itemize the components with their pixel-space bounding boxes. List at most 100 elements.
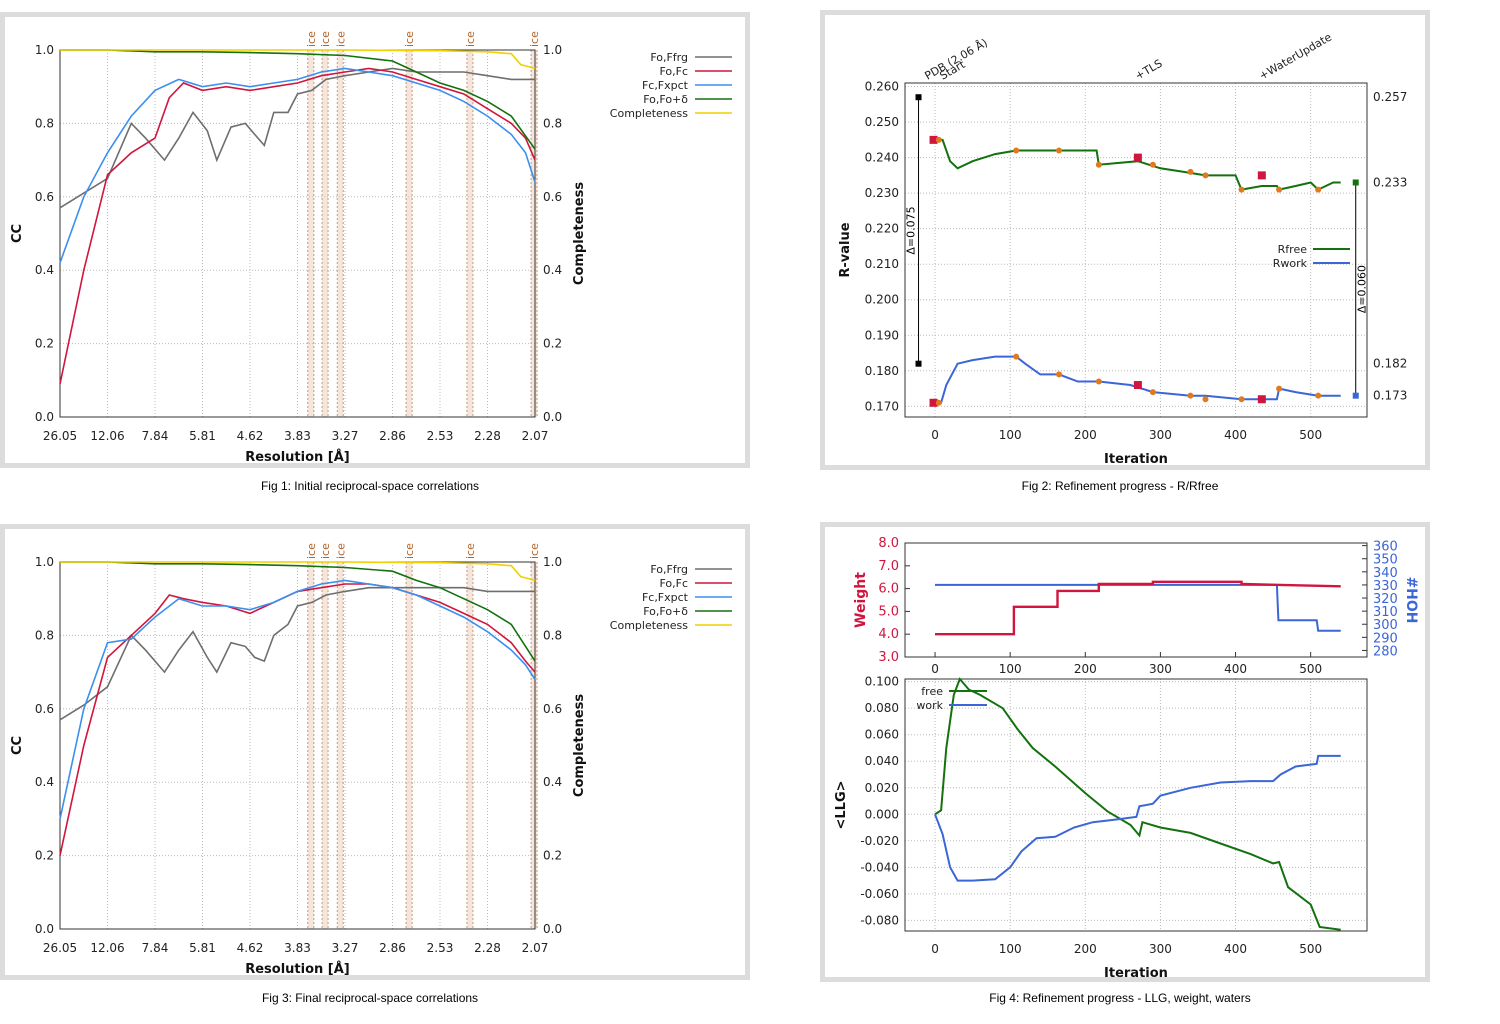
ice-band	[307, 562, 314, 929]
legend-label: Rfree	[1278, 243, 1308, 256]
x-tick-label: 400	[1224, 428, 1247, 442]
orange-dot-marker	[1238, 186, 1245, 193]
x-tick-label: 400	[1224, 942, 1247, 956]
series-line-grey	[59, 67, 535, 209]
hoh-tick-label: 350	[1373, 553, 1398, 568]
y-tick-label: 0.260	[865, 80, 899, 94]
hoh-tick-label: 300	[1373, 618, 1398, 633]
end-blue-marker	[1352, 392, 1359, 399]
x-tick-label: 12.06	[90, 941, 124, 955]
y-tick-label: 0.2	[35, 849, 54, 863]
y-tick-label: -0.060	[860, 887, 899, 901]
hoh-tick-label: 360	[1373, 540, 1398, 555]
red-square-marker	[929, 398, 938, 407]
x-axis-label: Iteration	[1104, 452, 1168, 465]
y2-axis-label: Completeness	[572, 182, 587, 285]
legend-label: Rwork	[1273, 257, 1308, 270]
fig3-chart: 0.0 0.0 0.2 0.2 0.4 0.4 0.6 0.6 0.8 0.8 1.0 1.0 26.0…	[10, 543, 732, 977]
x-tick-label: 0	[931, 428, 939, 442]
x-tick-label: 0	[931, 942, 939, 956]
weight-line	[935, 580, 1341, 636]
x-tick-label: 7.84	[142, 429, 169, 443]
ice-band	[531, 50, 538, 417]
top-plot-frame	[904, 542, 1368, 658]
ice-label: ice	[334, 543, 347, 559]
y2-tick-label: 0.6	[543, 702, 562, 716]
ice-label: ice	[403, 543, 416, 559]
top-milestone-label: +TLS	[1133, 57, 1165, 83]
black-marker	[915, 94, 922, 101]
ice-band	[406, 562, 413, 929]
llg-line-work	[934, 754, 1341, 882]
weight-tick-label: 6.0	[878, 582, 899, 597]
hoh-tick-label: 290	[1373, 631, 1398, 646]
top-milestone-label: +WaterUpdate	[1257, 30, 1334, 82]
x-tick-label: 500	[1299, 662, 1322, 676]
y2-tick-label: 0.4	[543, 263, 562, 277]
fig3-caption: Fig 3: Final reciprocal-space correlatio…	[261, 991, 479, 1005]
ice-band	[337, 50, 344, 417]
red-square-marker	[1133, 381, 1142, 390]
series-line-blue	[59, 579, 536, 820]
weight-tick-label: 7.0	[878, 559, 899, 574]
x-tick-label: 300	[1149, 428, 1172, 442]
y-tick-label: 0.0	[35, 922, 54, 936]
y2-axis-label: Completeness	[572, 694, 587, 797]
orange-dot-marker	[1149, 389, 1156, 396]
ice-label: ice	[319, 31, 332, 47]
orange-dot-marker	[1315, 392, 1322, 399]
y-tick-label: 0.240	[865, 151, 899, 165]
legend-label: Completeness	[610, 107, 688, 120]
hoh-axis-label: #HOH	[1403, 576, 1419, 623]
y-tick-label: 0.190	[865, 328, 899, 342]
ice-label: ice	[464, 31, 477, 47]
end-green-marker	[1352, 179, 1359, 186]
y-axis-label: CC	[10, 736, 25, 755]
y-tick-label: 0.220	[865, 222, 899, 236]
x-tick-label: 4.62	[237, 941, 264, 955]
x-tick-label: 2.07	[522, 941, 549, 955]
x-tick-label: 5.81	[189, 941, 216, 955]
legend-label: Fc,Fxpct	[642, 79, 689, 92]
y-axis-label: CC	[10, 224, 25, 243]
bottom-plot-frame	[904, 678, 1368, 932]
hoh-tick-label: 280	[1373, 644, 1398, 659]
legend-label: Fo,Fo+δ	[643, 605, 688, 618]
weight-tick-label: 5.0	[878, 604, 899, 619]
legend-label: Fo,Ffrg	[650, 51, 688, 64]
orange-dot-marker	[1013, 353, 1020, 360]
x-tick-label: 2.86	[379, 941, 406, 955]
series-line-grey	[59, 586, 535, 721]
x-axis-label: Resolution [Å]	[245, 961, 350, 975]
orange-dot-marker	[1202, 172, 1209, 179]
x-tick-label: 7.84	[142, 941, 169, 955]
legend-label: free	[921, 685, 943, 698]
ice-band	[466, 562, 473, 929]
y2-tick-label: 0.8	[543, 116, 562, 130]
y-tick-label: 0.100	[865, 675, 899, 689]
orange-dot-marker	[1095, 378, 1102, 385]
x-tick-label: 200	[1074, 428, 1097, 442]
x-tick-label: 2.53	[427, 429, 454, 443]
y-tick-label: 0.8	[35, 628, 54, 642]
x-tick-label: 3.27	[332, 429, 359, 443]
y2-tick-label: 1.0	[543, 43, 562, 57]
weight-tick-label: 4.0	[878, 627, 899, 642]
ice-band	[322, 50, 329, 417]
fig1-caption: Fig 1: Initial reciprocal-space correlat…	[260, 479, 480, 493]
x-tick-label: 0	[931, 662, 939, 676]
red-square-marker	[1257, 395, 1266, 404]
ice-label: ice	[319, 543, 332, 559]
ice-label: ice	[528, 543, 541, 559]
y-tick-label: 0.6	[35, 702, 54, 716]
y-tick-label: 1.0	[35, 43, 54, 57]
ice-label: ice	[305, 31, 318, 47]
orange-dot-marker	[1315, 186, 1322, 193]
y-tick-label: 0.2	[35, 337, 54, 351]
fig4-chart: 3.04.05.06.07.08.02802903003103203303403…	[834, 536, 1419, 981]
series-line-red	[59, 67, 536, 385]
x-tick-label: 200	[1074, 942, 1097, 956]
x-tick-label: 100	[999, 428, 1022, 442]
black-marker	[915, 360, 922, 367]
hoh-tick-label: 310	[1373, 605, 1398, 620]
